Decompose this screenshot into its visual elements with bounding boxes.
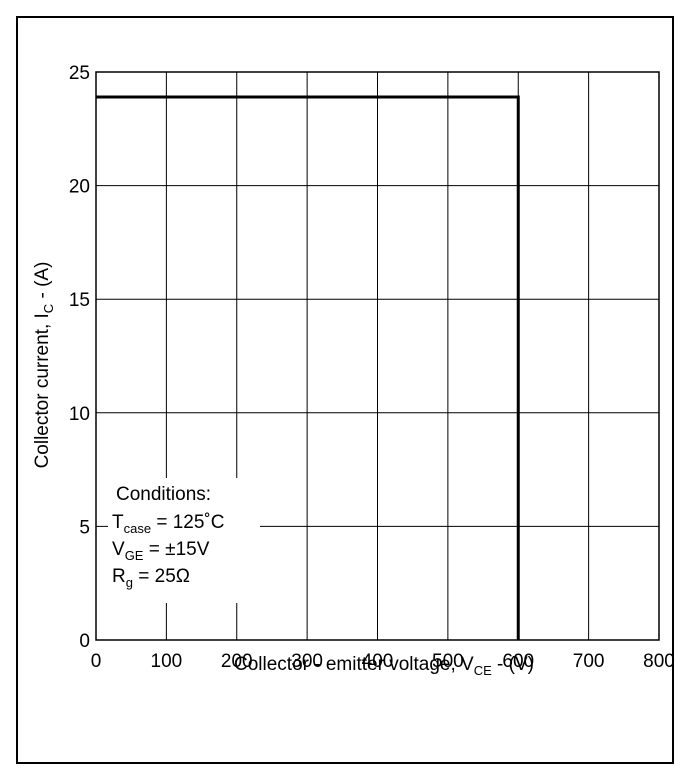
- x-tick-label: 100: [151, 651, 183, 672]
- x-tick-label: 700: [573, 651, 605, 672]
- y-axis-label: Collector current, IC - (A): [32, 262, 56, 469]
- x-tick-label: 0: [91, 651, 102, 672]
- annotation-line: Rg = 25Ω: [112, 566, 190, 590]
- series-line: [96, 95, 520, 640]
- x-tick-label: 200: [221, 651, 253, 672]
- plot-area: [95, 71, 660, 641]
- data-series: [96, 95, 520, 640]
- x-tick-label: 300: [291, 651, 323, 672]
- x-axis-label: Collector - emitter voltage, VCE - (V): [234, 654, 534, 678]
- x-tick-label: 800: [643, 651, 675, 672]
- annotation-line: VGE = ±15V: [112, 539, 210, 563]
- conditions-annotation: Conditions: Tcase = 125˚C VGE = ±15V Rg = 2…: [112, 484, 224, 590]
- x-tick-label: 600: [502, 651, 534, 672]
- tick-labels: 0 100 200 300 400 500 600 700 800 0 5 10 15 20 25: [69, 63, 675, 672]
- y-tick-label: 15: [69, 290, 90, 311]
- annotation-background: [108, 478, 260, 603]
- y-tick-label: 20: [69, 177, 90, 198]
- annotation-heading: Conditions:: [116, 484, 211, 505]
- y-tick-label: 10: [69, 404, 90, 425]
- y-tick-label: 25: [69, 63, 90, 84]
- y-tick-label: 5: [79, 517, 90, 538]
- y-tick-label: 0: [79, 631, 90, 652]
- x-tick-label: 400: [362, 651, 394, 672]
- annotation-line: Tcase = 125˚C: [112, 512, 224, 536]
- x-tick-label: 500: [432, 651, 464, 672]
- chart-frame: [16, 16, 674, 764]
